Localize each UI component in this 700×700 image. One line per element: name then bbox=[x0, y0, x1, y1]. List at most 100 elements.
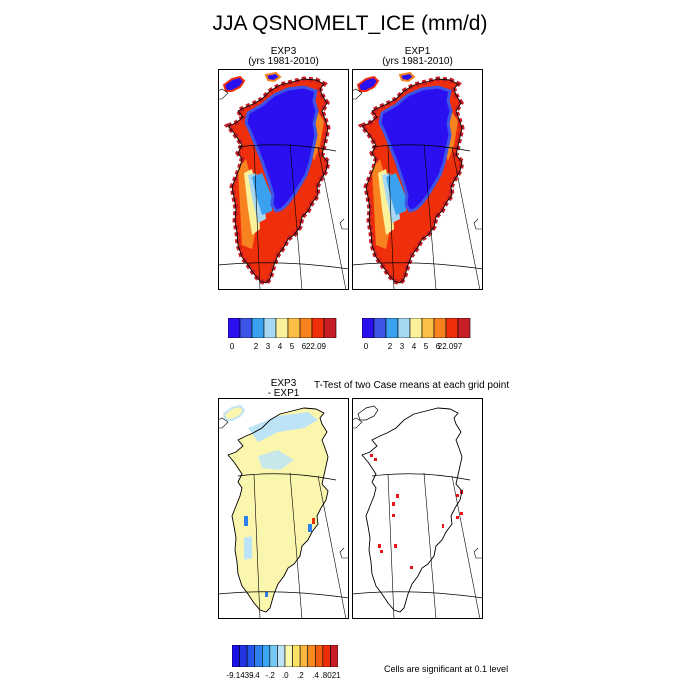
latitude-line bbox=[218, 591, 349, 599]
colorbar-swatch bbox=[323, 318, 337, 338]
significant-cell bbox=[410, 566, 413, 569]
longitude-line bbox=[387, 474, 395, 619]
colorbar-swatch bbox=[314, 645, 324, 667]
panel-title-line2: - EXP1 bbox=[267, 388, 300, 399]
significant-cell bbox=[396, 494, 399, 498]
colorbar-swatch bbox=[311, 318, 325, 338]
longitude-line bbox=[451, 146, 481, 290]
colorbar-tick-label: -9.1439 bbox=[226, 671, 254, 680]
colorbar-swatch bbox=[239, 645, 248, 667]
island-ice bbox=[222, 75, 246, 92]
panel-frame bbox=[352, 69, 483, 290]
significant-cell bbox=[394, 544, 397, 548]
panel-title-diff: EXP3 - EXP1 bbox=[218, 379, 349, 399]
colorbar-swatch bbox=[269, 645, 278, 667]
colorbar-swatch bbox=[228, 318, 241, 338]
map-panel-exp1 bbox=[352, 69, 483, 290]
colorbar-tick-label: 6 bbox=[301, 342, 307, 351]
colorbar-tick-label: .0 bbox=[281, 671, 289, 680]
diff-negative-cell bbox=[244, 516, 248, 526]
colorbar-swatch bbox=[232, 645, 240, 667]
colorbar-swatch bbox=[246, 645, 256, 667]
significant-cell bbox=[392, 514, 395, 517]
colorbar-swatch bbox=[409, 318, 423, 338]
colorbar-tick-label: 4 bbox=[411, 342, 417, 351]
colorbar-tick-label: 0 bbox=[229, 342, 235, 351]
interior-low-melt bbox=[244, 85, 319, 213]
latitude-line bbox=[352, 262, 483, 270]
melt-zone-yellow bbox=[244, 169, 260, 235]
latitude-line bbox=[371, 473, 471, 481]
colorbar-swatch bbox=[284, 645, 293, 667]
longitude-line bbox=[317, 475, 347, 619]
colorbar-tick-label: .8021 bbox=[320, 671, 341, 680]
significant-cell bbox=[442, 524, 444, 528]
island-coastline bbox=[357, 405, 379, 421]
colorbar-swatch bbox=[251, 318, 265, 338]
panel-title-line1: EXP3 bbox=[270, 46, 297, 57]
map-panel-exp3 bbox=[218, 69, 349, 290]
panel-title-line1: EXP3 bbox=[270, 378, 297, 389]
colorbar-swatch bbox=[299, 645, 309, 667]
colorbar-swatch bbox=[362, 318, 375, 338]
melt-zone-mid bbox=[252, 173, 272, 215]
diff-negative-patch bbox=[258, 450, 294, 470]
colorbar-tick-label: 22.097 bbox=[437, 342, 463, 351]
colorbar-tick-label: 2 bbox=[253, 342, 259, 351]
map-panel-ttest bbox=[352, 398, 483, 619]
colorbar-swatch bbox=[299, 318, 313, 338]
diff-negative-cell bbox=[265, 592, 268, 597]
colorbar-swatch bbox=[261, 645, 271, 667]
colorbar-swatch bbox=[421, 318, 435, 338]
significant-cell bbox=[456, 494, 459, 497]
island-ice bbox=[222, 404, 246, 421]
colorbar-swatch bbox=[277, 645, 286, 667]
panel-title-line1: EXP1 bbox=[404, 46, 431, 57]
colorbar-swatch bbox=[287, 318, 301, 338]
latitude-line bbox=[218, 262, 349, 270]
diff-positive-cell bbox=[312, 518, 315, 524]
significance-note: Cells are significant at 0.1 level bbox=[384, 664, 509, 674]
iceland-coast bbox=[473, 218, 483, 230]
longitude-line bbox=[289, 143, 303, 290]
longitude-line bbox=[289, 472, 303, 619]
colorbar-tick-label: 3 bbox=[399, 342, 405, 351]
longitude-line bbox=[423, 472, 437, 619]
island-ice bbox=[398, 71, 416, 83]
significant-cell bbox=[460, 512, 463, 515]
colorbar-tick-label: -.2 bbox=[265, 671, 275, 680]
iceland-coast bbox=[339, 218, 349, 230]
island-ice bbox=[356, 75, 380, 92]
longitude-line bbox=[253, 145, 261, 290]
colorbar-tick-label: 4 bbox=[277, 342, 283, 351]
colorbar-difference: -9.1439 -.4 -.2 .0 .2 .4.8021 bbox=[226, 645, 342, 685]
diff-negative-cell bbox=[308, 524, 312, 532]
colorbar-exp3: 0 2 3 4 5 6 22.09 bbox=[228, 318, 338, 358]
iceland-coast bbox=[473, 547, 483, 559]
latitude-line bbox=[352, 591, 483, 599]
canada-coast bbox=[218, 88, 229, 100]
panel-frame bbox=[218, 69, 349, 290]
colorbar-swatch bbox=[292, 645, 301, 667]
longitude-line bbox=[317, 146, 347, 290]
canada-coast bbox=[352, 88, 363, 100]
diff-negative-patch bbox=[248, 412, 318, 442]
significant-cell bbox=[370, 454, 373, 457]
colorbar-tick-label: 6 bbox=[435, 342, 441, 351]
diff-negative-patch bbox=[244, 536, 252, 560]
colorbar-swatch bbox=[433, 318, 447, 338]
colorbar-tick-label: 2 bbox=[387, 342, 393, 351]
coastline bbox=[227, 78, 329, 284]
colorbar-swatch bbox=[254, 645, 263, 667]
iceland-coast bbox=[339, 547, 349, 559]
island-ice bbox=[264, 71, 282, 83]
significant-cell bbox=[378, 544, 381, 548]
significant-cell bbox=[374, 458, 377, 461]
figure-title: JJA QSNOMELT_ICE (mm/d) bbox=[212, 12, 488, 35]
melt-zone-yellow bbox=[378, 169, 394, 235]
colorbar-tick-label: 0 bbox=[363, 342, 369, 351]
colorbar-swatch bbox=[322, 645, 331, 667]
land-ice-field bbox=[228, 408, 328, 612]
colorbar-swatch bbox=[457, 318, 471, 338]
interior-low-melt bbox=[378, 85, 453, 213]
